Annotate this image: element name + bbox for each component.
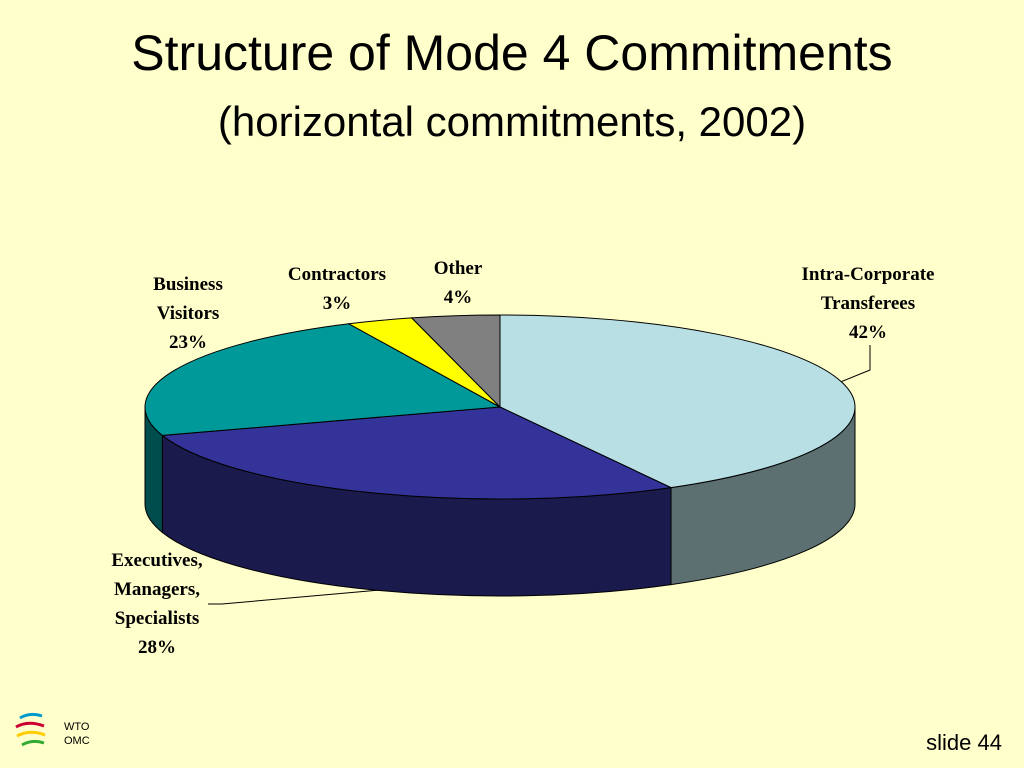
slice-label: Contractors 3% bbox=[272, 260, 402, 318]
category-label: Other bbox=[433, 258, 483, 279]
value-label: 23% bbox=[169, 332, 207, 353]
value-label: 4% bbox=[443, 287, 473, 308]
slice-label: Executives, Managers, Specialists 28% bbox=[92, 546, 222, 662]
value-label: 28% bbox=[138, 637, 176, 658]
category-label: Executives, Managers, Specialists bbox=[111, 550, 203, 629]
slice bbox=[144, 323, 502, 436]
category-label: Contractors bbox=[287, 264, 387, 285]
category-label: Business Visitors bbox=[153, 274, 223, 324]
logo-text: WTO OMC bbox=[64, 720, 90, 748]
slice-label: Other 4% bbox=[413, 254, 503, 312]
leader-line bbox=[208, 589, 381, 605]
slide-number: slide 44 bbox=[926, 730, 1002, 755]
wto-logo bbox=[15, 712, 46, 747]
logo-wto: WTO bbox=[64, 721, 90, 733]
value-label: 42% bbox=[849, 322, 887, 343]
slice bbox=[499, 314, 856, 489]
title: Structure of Mode 4 Commitments bbox=[131, 25, 893, 81]
slice bbox=[410, 314, 501, 409]
slice bbox=[161, 406, 673, 500]
value-label: 3% bbox=[322, 293, 352, 314]
logo-omc: OMC bbox=[64, 735, 90, 747]
slice-label: Intra-Corporate Transferees 42% bbox=[773, 260, 963, 347]
subtitle: (horizontal commitments, 2002) bbox=[217, 98, 807, 145]
category-label: Intra-Corporate Transferees bbox=[801, 264, 935, 314]
leader-line bbox=[837, 345, 871, 384]
slice-label: Business Visitors 23% bbox=[133, 270, 243, 357]
